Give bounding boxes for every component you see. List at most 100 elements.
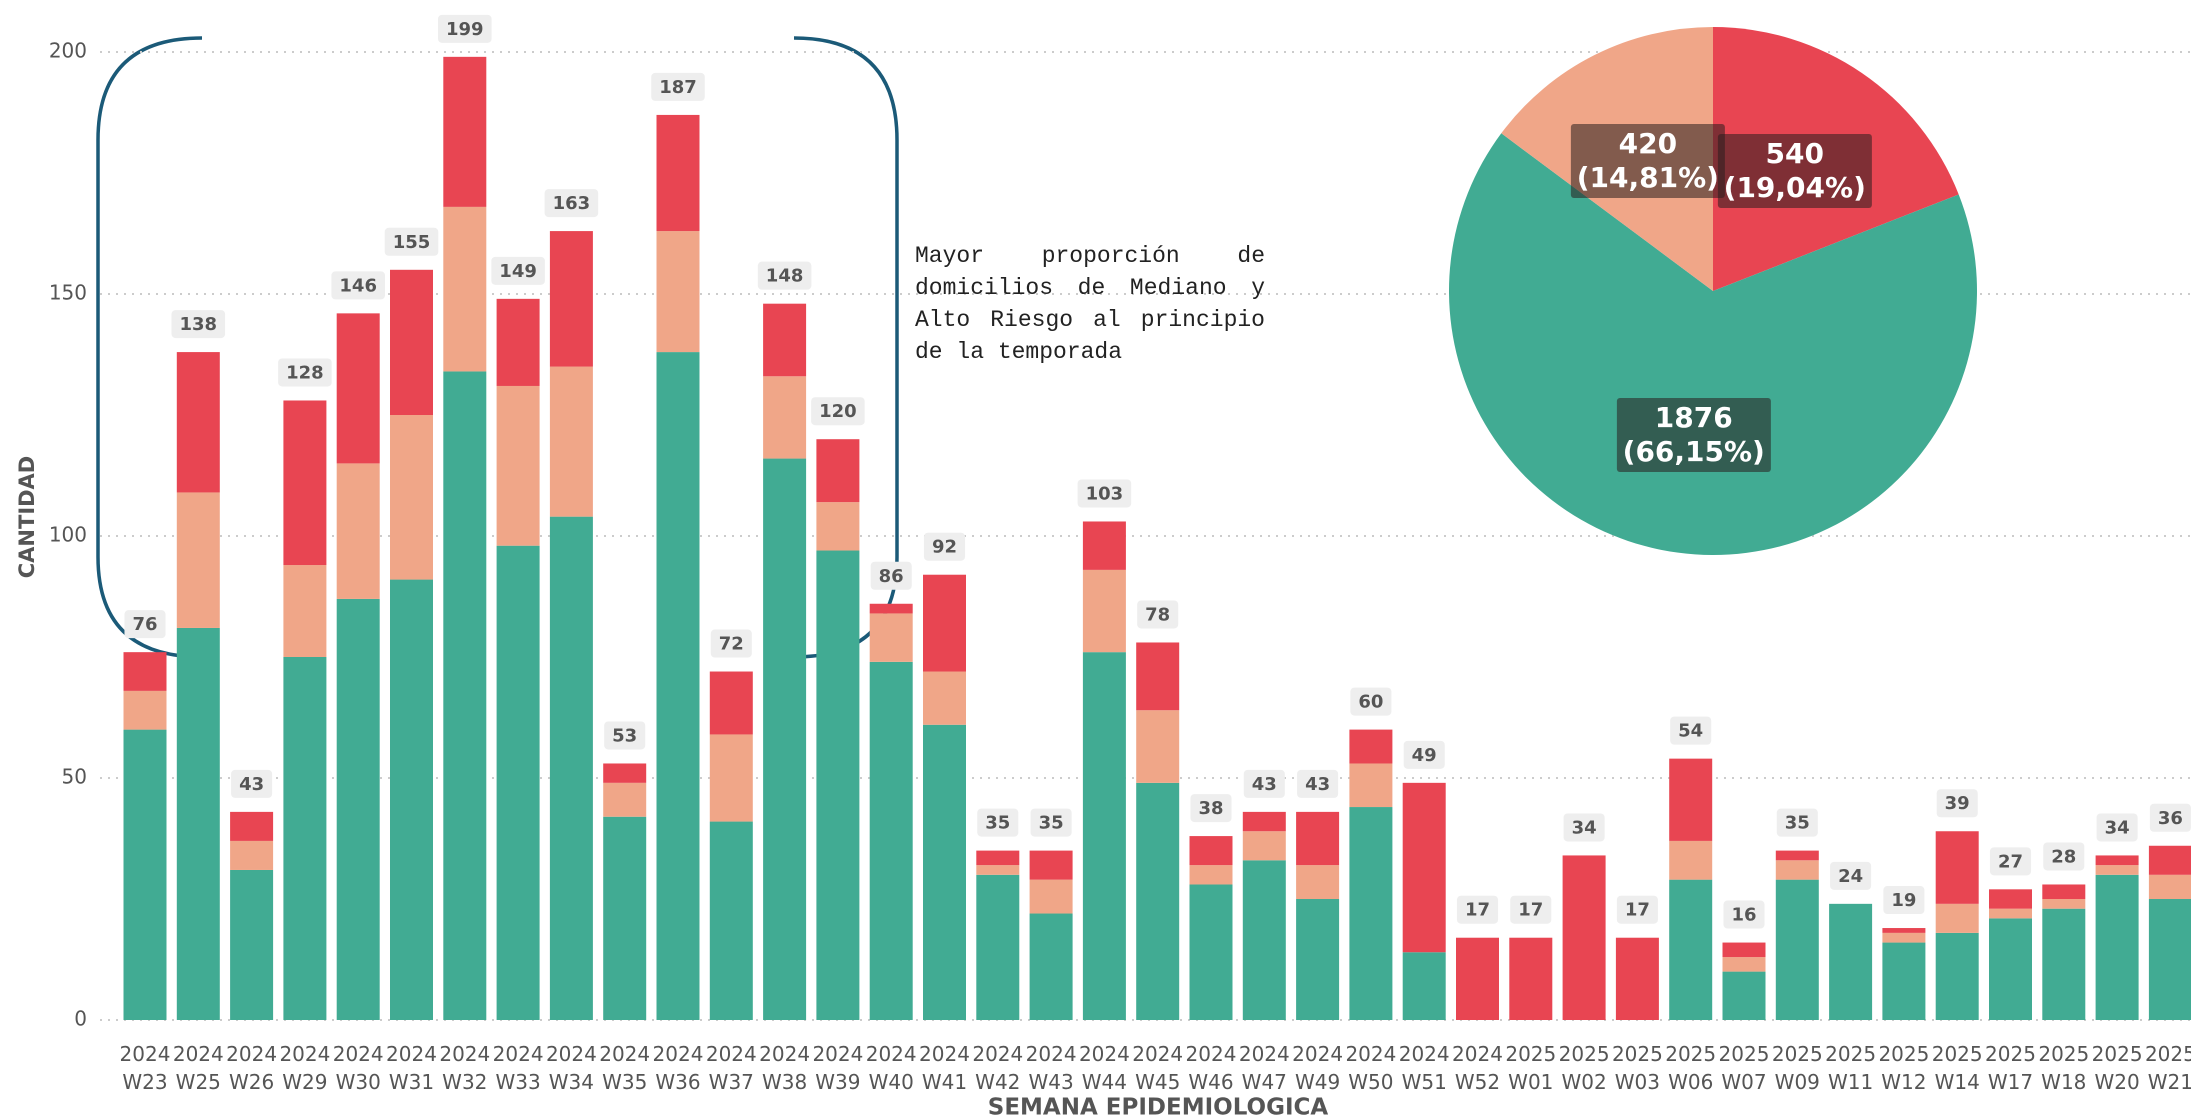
bar-segment xyxy=(1722,942,1766,958)
total-label: 78 xyxy=(1145,604,1170,625)
pie-value: 420 xyxy=(1618,127,1678,161)
total-label: 149 xyxy=(499,261,537,282)
total-label: 43 xyxy=(1252,774,1277,795)
bar-segment xyxy=(1402,782,1446,953)
bar-segment xyxy=(976,865,1020,875)
bar-segment xyxy=(1775,879,1819,1020)
x-tick-label: 2024 W26 xyxy=(226,1042,278,1094)
total-label: 35 xyxy=(985,813,1010,834)
total-label-box xyxy=(2096,813,2138,842)
total-label-box xyxy=(438,14,492,43)
x-tick-label: 2025 W12 xyxy=(1878,1042,1930,1094)
bar-segment xyxy=(2148,874,2191,899)
x-tick-label: 2024 W51 xyxy=(1398,1042,1450,1094)
bar-segment xyxy=(1882,928,1926,933)
total-label-box xyxy=(1030,808,1072,837)
bar-segment xyxy=(976,850,1020,866)
bar-segment xyxy=(443,371,487,1020)
x-tick-label: 2024 W35 xyxy=(599,1042,651,1094)
total-label: 163 xyxy=(553,193,591,214)
pie-label: 420 (14,81%) xyxy=(1570,124,1725,199)
total-label-box xyxy=(544,189,599,218)
total-label-box xyxy=(710,629,752,658)
bar-segment xyxy=(176,492,220,628)
total-label: 35 xyxy=(1785,813,1810,834)
bar-segment xyxy=(709,734,753,822)
x-tick-label: 2024 W38 xyxy=(759,1042,811,1094)
bar-segment xyxy=(1242,860,1286,1020)
y-axis-label: CANTIDAD xyxy=(15,456,39,579)
bar-segment xyxy=(2042,884,2086,899)
bar-segment xyxy=(1029,850,1073,880)
bar-segment xyxy=(1722,971,1766,1020)
bar-segment xyxy=(1082,652,1126,1020)
bar-segment xyxy=(2095,865,2139,875)
bar-segment xyxy=(1189,865,1233,885)
total-label-box xyxy=(171,310,226,339)
bar-segment xyxy=(603,763,647,783)
bar-segment xyxy=(1509,937,1553,1020)
total-label-box xyxy=(1830,861,1872,890)
bar-segment xyxy=(656,352,700,1021)
bar-segment xyxy=(336,598,380,1020)
bar-segment xyxy=(176,627,220,1020)
total-label-box xyxy=(1670,716,1712,745)
bar-segment xyxy=(1136,782,1180,1020)
x-tick-label: 2024 W39 xyxy=(812,1042,864,1094)
x-tick-label: 2024 W47 xyxy=(1238,1042,1290,1094)
total-label-box xyxy=(1563,813,1605,842)
pie-value: 540 xyxy=(1765,137,1824,170)
bar-segment xyxy=(603,816,647,1020)
bar-segment xyxy=(176,352,220,493)
bar-segment xyxy=(1722,957,1766,972)
x-tick-label: 2024 W43 xyxy=(1025,1042,1077,1094)
total-label: 39 xyxy=(1945,793,1970,814)
pie-value: 1876 xyxy=(1654,400,1733,434)
bar-segment xyxy=(1136,710,1180,783)
bar-segment xyxy=(1189,836,1233,866)
bar-segment xyxy=(549,366,593,517)
bar-segment xyxy=(1935,903,1979,933)
total-label-box xyxy=(1989,847,2032,876)
pie-slice xyxy=(1449,133,1977,555)
x-tick-label: 2025 W03 xyxy=(1611,1042,1663,1094)
total-label: 103 xyxy=(1086,483,1124,504)
y-tick-label: 50 xyxy=(62,765,87,789)
bar-segment xyxy=(2148,845,2191,875)
y-tick-label: 0 xyxy=(74,1007,87,1031)
pie-label: 540 (19,04%) xyxy=(1717,134,1872,208)
bar-segment xyxy=(230,840,274,870)
total-label: 38 xyxy=(1198,798,1223,819)
bar-segment xyxy=(1029,879,1073,914)
x-tick-label: 2024 W32 xyxy=(439,1042,491,1094)
bar-segment xyxy=(1562,855,1606,1020)
bar-segment xyxy=(763,303,807,377)
total-label: 49 xyxy=(1412,745,1437,766)
bar-segment xyxy=(869,603,913,614)
bar-segment xyxy=(496,385,540,546)
bar-segment xyxy=(2042,908,2086,1020)
bar-segment xyxy=(1935,932,1979,1020)
bar-segment xyxy=(1456,937,1499,1020)
total-label-box xyxy=(1776,808,1818,837)
bar-segment xyxy=(869,661,913,1020)
x-tick-label: 2024 W41 xyxy=(919,1042,970,1094)
bar-segment xyxy=(763,458,807,1020)
bar-segment xyxy=(1242,811,1286,832)
y-tick-label: 200 xyxy=(49,39,87,63)
bar-segment xyxy=(336,463,380,599)
x-tick-label: 2024 W50 xyxy=(1345,1042,1397,1094)
bar-segment xyxy=(1669,758,1713,841)
bar-segment xyxy=(443,206,487,372)
bar-segment xyxy=(1775,850,1819,861)
y-tick-label: 150 xyxy=(49,281,87,305)
bar-segment xyxy=(1349,729,1393,764)
total-label: 146 xyxy=(339,275,377,296)
bar-segment xyxy=(1615,937,1659,1020)
bar-segment xyxy=(230,869,274,1020)
total-label-box xyxy=(2149,803,2191,832)
x-tick-label: 2024 W40 xyxy=(865,1042,917,1094)
total-label-box xyxy=(977,808,1019,837)
total-label: 35 xyxy=(1039,813,1064,834)
